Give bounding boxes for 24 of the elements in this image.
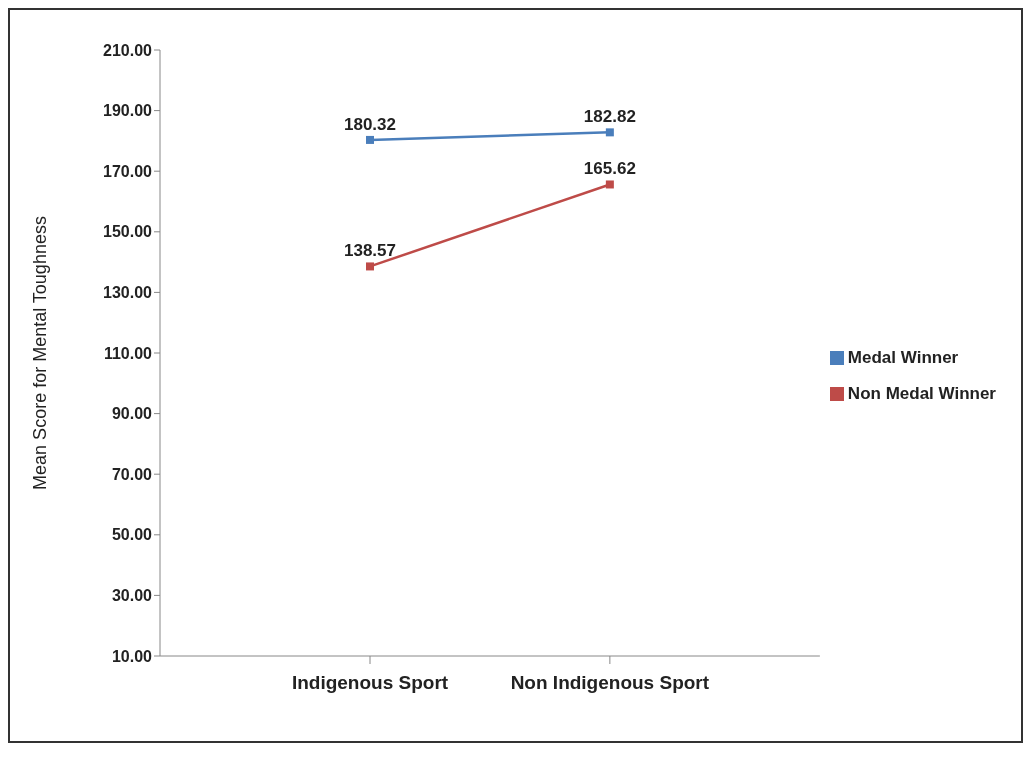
data-label: 182.82 [583,107,636,127]
y-tick-label: 150.00 [103,223,153,241]
legend-label: Non Medal Winner [847,383,996,403]
data-label: 165.62 [583,159,636,179]
x-tick-label: Non Indigenous Sport [510,672,710,694]
y-tick-label: 130.00 [103,284,153,302]
y-tick-label: 110.00 [103,344,153,362]
point [366,135,374,144]
x-tick-label: Indigenous Sport [291,672,449,694]
point [605,180,614,189]
data-label: 138.57 [344,241,396,261]
y-tick-label: 190.00 [103,102,153,120]
y-axis-title: Mean Score for Mental Toughness [30,216,51,490]
y-tick-label: 10.00 [111,647,153,665]
y-tick-label: 70.00 [111,465,153,483]
y-tick-label: 50.00 [111,526,153,544]
data-label: 180.32 [344,114,396,134]
point [605,128,614,137]
y-tick-label: 30.00 [111,587,153,605]
point [366,262,374,271]
y-tick-label: 170.00 [103,162,153,180]
legend-label: Medal Winner [847,347,959,367]
y-tick-label: 210.00 [103,41,153,59]
y-tick-label: 90.00 [111,405,153,423]
